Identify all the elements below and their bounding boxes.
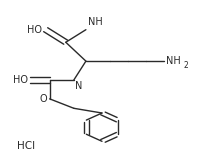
Text: HO: HO [27, 25, 42, 35]
Text: O: O [39, 94, 47, 104]
Text: HO: HO [13, 75, 28, 85]
Text: N: N [75, 81, 82, 91]
Text: HCl: HCl [18, 141, 36, 151]
Text: NH: NH [166, 56, 181, 66]
Text: 2: 2 [183, 61, 188, 70]
Text: NH: NH [88, 16, 103, 27]
